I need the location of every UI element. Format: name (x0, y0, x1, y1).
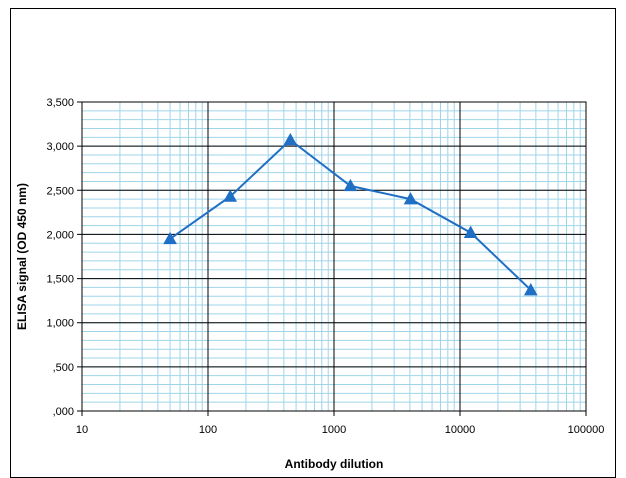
y-tick-label: 2,000 (46, 229, 74, 241)
y-tick-label: 3,000 (46, 141, 74, 153)
data-point-triangle (343, 178, 358, 192)
data-point-triangle (223, 189, 238, 202)
series-layer (163, 132, 538, 296)
data-point-triangle (463, 225, 478, 238)
data-point-triangle (523, 283, 538, 296)
x-tick-label: 100 (199, 424, 217, 436)
x-tick-label: 1000 (322, 424, 346, 436)
x-tick-label: 10000 (445, 424, 476, 436)
data-point-triangle (163, 231, 177, 245)
plot-area-border (81, 101, 587, 412)
y-tick-label: 1,000 (46, 318, 74, 330)
data-point-triangle (403, 192, 418, 205)
data-point-triangle (283, 132, 298, 146)
y-tick-label: ,000 (53, 406, 74, 418)
x-tick-label: 10 (76, 424, 88, 436)
y-tick-label: 1,500 (46, 274, 74, 286)
y-axis-title: ELISA signal (OD 450 nm) (15, 183, 29, 330)
x-axis-title: Antibody dilution (285, 457, 384, 471)
y-tick-label: 2,500 (46, 185, 74, 197)
y-tick-label: 3,500 (46, 97, 74, 109)
major-grid (77, 101, 587, 416)
x-tick-labels: 10 100 1000 10000 100000 (76, 424, 604, 436)
series-line (169, 138, 532, 291)
x-tick-label: 100000 (568, 424, 605, 436)
y-tick-labels: ,000 ,500 1,000 1,500 2,000 2,500 3,000 3,500 (46, 97, 74, 418)
y-tick-label: ,500 (53, 362, 74, 374)
